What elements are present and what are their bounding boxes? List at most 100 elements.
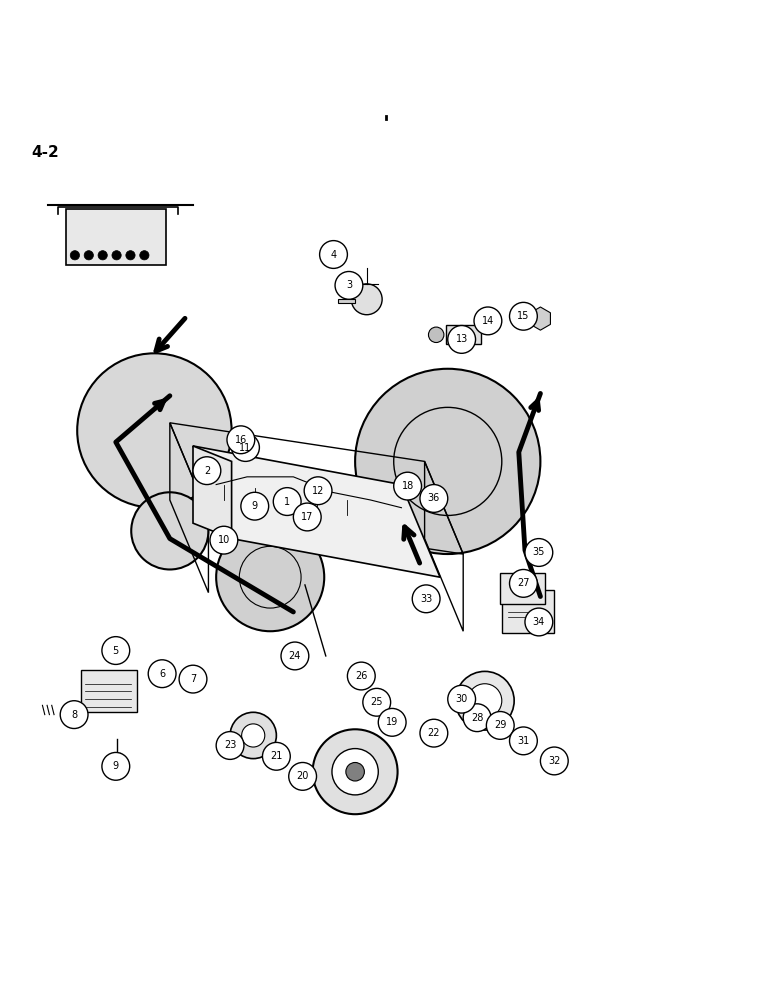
- Circle shape: [525, 539, 553, 566]
- Text: 7: 7: [190, 674, 196, 684]
- Bar: [500, 573, 545, 604]
- Text: 6: 6: [159, 669, 165, 679]
- Circle shape: [363, 688, 391, 716]
- Circle shape: [448, 326, 476, 353]
- Circle shape: [474, 307, 502, 335]
- Text: 21: 21: [270, 751, 283, 761]
- Text: 9: 9: [252, 501, 258, 511]
- Text: 17: 17: [301, 512, 313, 522]
- Text: 4-2: 4-2: [31, 145, 59, 160]
- Text: 3: 3: [346, 280, 352, 290]
- Circle shape: [242, 724, 265, 747]
- Circle shape: [227, 426, 255, 454]
- Text: 24: 24: [289, 651, 301, 661]
- Circle shape: [179, 665, 207, 693]
- Circle shape: [232, 434, 259, 461]
- Circle shape: [84, 251, 93, 260]
- Circle shape: [412, 585, 440, 613]
- Circle shape: [346, 762, 364, 781]
- Text: 36: 36: [428, 493, 440, 503]
- Circle shape: [148, 660, 176, 688]
- Text: 22: 22: [428, 728, 440, 738]
- Text: 31: 31: [517, 736, 530, 746]
- Circle shape: [98, 251, 107, 260]
- Circle shape: [102, 637, 130, 664]
- Circle shape: [273, 488, 301, 515]
- Circle shape: [60, 701, 88, 729]
- Circle shape: [455, 671, 514, 730]
- Text: 25: 25: [371, 697, 383, 707]
- Circle shape: [510, 302, 537, 330]
- Circle shape: [70, 251, 80, 260]
- Text: 9: 9: [113, 761, 119, 771]
- Text: 33: 33: [420, 594, 432, 604]
- Text: 23: 23: [224, 740, 236, 750]
- Bar: [81, 670, 137, 712]
- Circle shape: [241, 492, 269, 520]
- Circle shape: [77, 353, 232, 508]
- Polygon shape: [193, 446, 232, 539]
- Text: 1: 1: [284, 497, 290, 507]
- Circle shape: [468, 684, 502, 718]
- Text: 16: 16: [235, 435, 247, 445]
- Text: 18: 18: [401, 481, 414, 491]
- Text: 2: 2: [204, 466, 210, 476]
- Circle shape: [320, 241, 347, 268]
- Circle shape: [540, 747, 568, 775]
- Text: 27: 27: [517, 578, 530, 588]
- Circle shape: [510, 727, 537, 755]
- Circle shape: [293, 503, 321, 531]
- Circle shape: [304, 477, 332, 505]
- Circle shape: [216, 732, 244, 759]
- Circle shape: [262, 742, 290, 770]
- Polygon shape: [338, 299, 355, 303]
- Text: 29: 29: [494, 720, 506, 730]
- Text: 12: 12: [312, 486, 324, 496]
- Circle shape: [347, 662, 375, 690]
- Circle shape: [420, 719, 448, 747]
- Circle shape: [131, 492, 208, 569]
- Circle shape: [210, 526, 238, 554]
- Circle shape: [112, 251, 121, 260]
- Text: 34: 34: [533, 617, 545, 627]
- Polygon shape: [193, 446, 440, 577]
- Bar: [446, 325, 481, 344]
- Circle shape: [428, 327, 444, 343]
- Text: 10: 10: [218, 535, 230, 545]
- Circle shape: [351, 284, 382, 315]
- Text: 4: 4: [330, 250, 337, 260]
- Circle shape: [193, 457, 221, 485]
- Circle shape: [448, 685, 476, 713]
- Text: 32: 32: [548, 756, 560, 766]
- Text: 13: 13: [455, 334, 468, 344]
- Circle shape: [394, 472, 422, 500]
- Circle shape: [510, 569, 537, 597]
- Text: 35: 35: [533, 547, 545, 557]
- Circle shape: [289, 762, 317, 790]
- Circle shape: [335, 271, 363, 299]
- Bar: [502, 590, 554, 633]
- Text: 5: 5: [113, 646, 119, 656]
- Text: 14: 14: [482, 316, 494, 326]
- Text: 28: 28: [471, 713, 483, 723]
- Circle shape: [463, 704, 491, 732]
- Circle shape: [313, 729, 398, 814]
- Bar: [66, 209, 166, 265]
- Text: 15: 15: [517, 311, 530, 321]
- Text: 26: 26: [355, 671, 367, 681]
- Text: 19: 19: [386, 717, 398, 727]
- Text: 11: 11: [239, 443, 252, 453]
- Circle shape: [420, 485, 448, 512]
- Circle shape: [378, 708, 406, 736]
- Circle shape: [140, 251, 149, 260]
- Circle shape: [486, 712, 514, 739]
- Circle shape: [525, 608, 553, 636]
- Circle shape: [332, 749, 378, 795]
- Circle shape: [216, 523, 324, 631]
- Text: 30: 30: [455, 694, 468, 704]
- Text: 8: 8: [71, 710, 77, 720]
- Circle shape: [355, 369, 540, 554]
- Circle shape: [281, 642, 309, 670]
- Circle shape: [102, 752, 130, 780]
- Circle shape: [230, 712, 276, 759]
